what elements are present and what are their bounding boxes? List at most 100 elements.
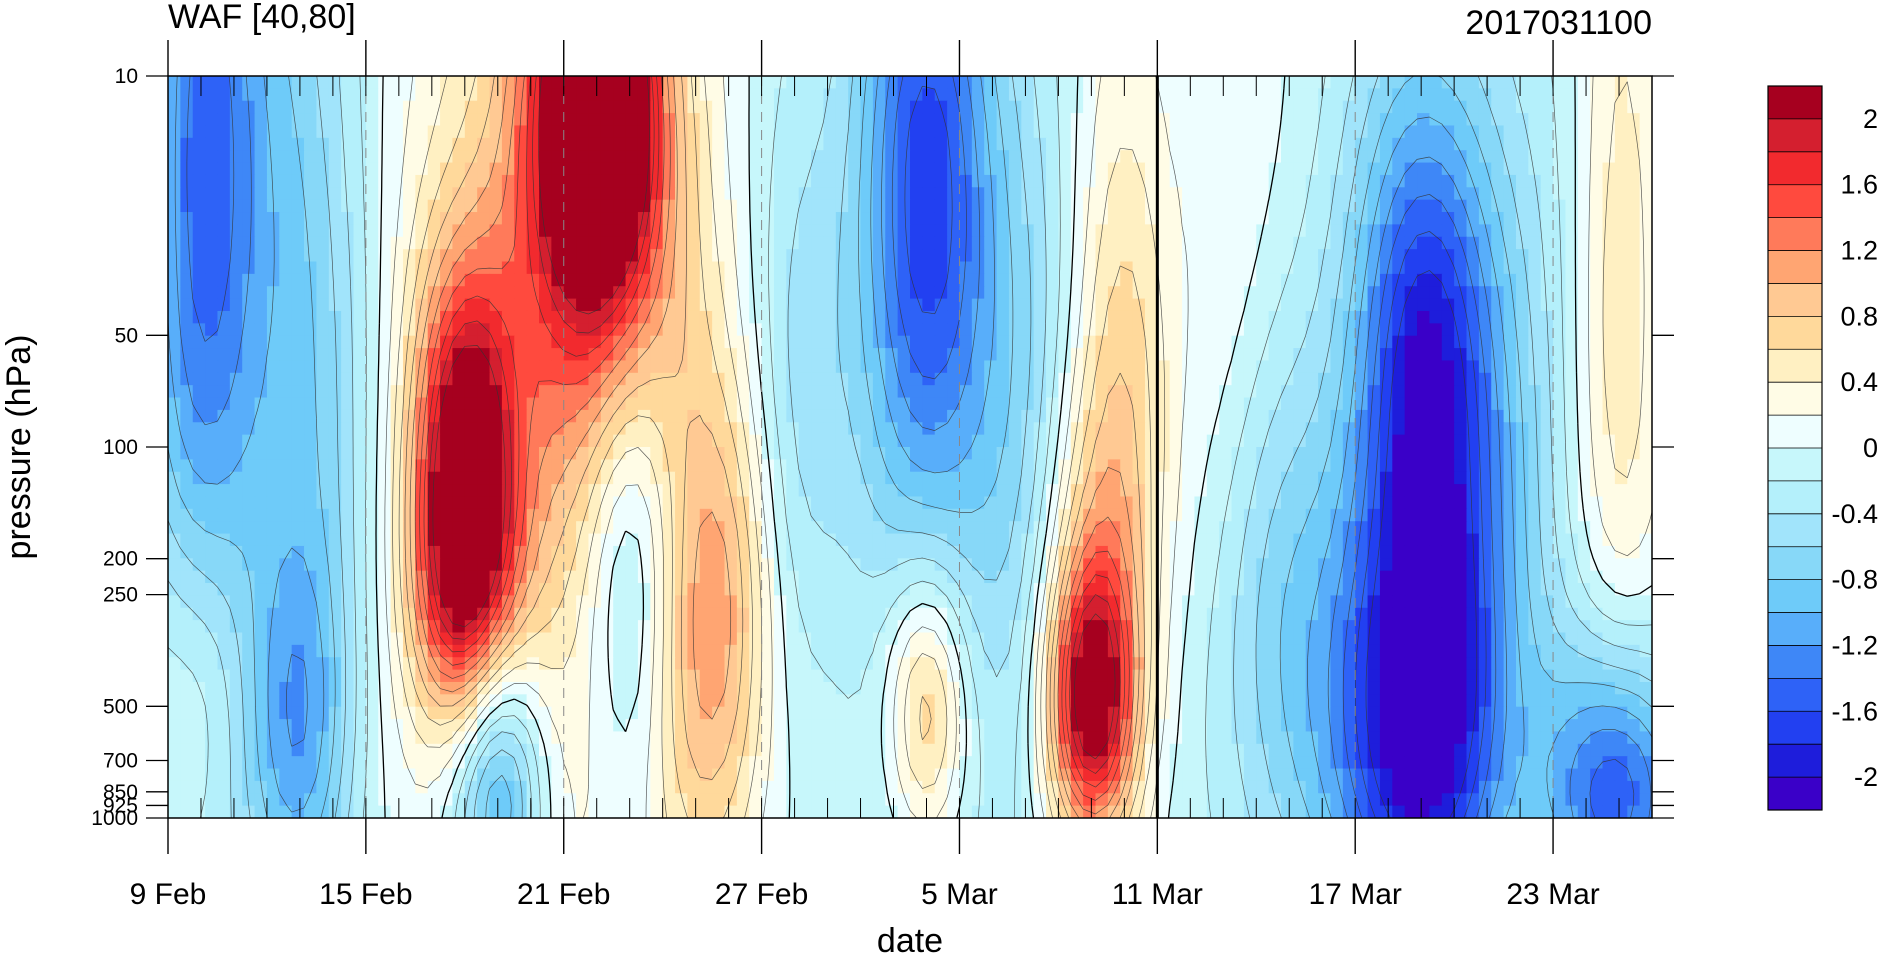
contour-cell — [699, 484, 713, 498]
contour-cell — [1429, 459, 1443, 473]
contour-cell — [192, 496, 206, 510]
contour-cell — [1627, 150, 1641, 164]
contour-cell — [1515, 298, 1529, 312]
contour-cell — [1528, 88, 1542, 102]
contour-cell — [452, 286, 466, 300]
contour-cell — [1491, 212, 1505, 225]
contour-cell — [1565, 261, 1579, 275]
contour-cell — [749, 521, 763, 535]
contour-cell — [736, 236, 750, 250]
contour-cell — [650, 447, 664, 460]
contour-cell — [1466, 199, 1480, 213]
contour-cell — [1008, 323, 1022, 337]
contour-cell — [1342, 187, 1356, 201]
contour-cell — [551, 496, 565, 510]
contour-cell — [1219, 150, 1233, 164]
contour-cell — [304, 521, 317, 535]
contour-cell — [786, 323, 800, 337]
contour-cell — [1182, 385, 1196, 399]
contour-cell — [885, 224, 899, 238]
contour-cell — [860, 409, 874, 423]
contour-cell — [971, 199, 985, 213]
contour-cell — [600, 459, 614, 473]
contour-cell — [402, 583, 416, 596]
contour-cell — [600, 372, 614, 386]
contour-cell — [897, 385, 911, 399]
contour-cell — [1305, 88, 1319, 102]
contour-cell — [1379, 125, 1393, 139]
contour-cell — [1355, 545, 1369, 559]
contour-cell — [1033, 558, 1047, 572]
contour-cell — [328, 199, 342, 213]
contour-cell — [1021, 298, 1035, 312]
contour-cell — [1355, 335, 1369, 349]
contour-cell — [749, 409, 763, 423]
contour-cell — [1441, 162, 1455, 176]
contour-cell — [1144, 409, 1158, 423]
contour-cell — [1281, 372, 1294, 386]
contour-cell — [1417, 76, 1430, 89]
contour-cell — [390, 397, 404, 411]
contour-cell — [1219, 249, 1233, 263]
contour-cell — [205, 236, 219, 250]
contour-cell — [563, 298, 577, 312]
contour-cell — [1491, 298, 1505, 312]
contour-cell — [1392, 459, 1406, 473]
contour-cell — [736, 125, 750, 139]
contour-cell — [996, 409, 1010, 423]
contour-cell — [1355, 484, 1369, 498]
contour-cell — [563, 335, 577, 349]
contour-cell — [1256, 447, 1270, 460]
contour-cell — [1417, 335, 1430, 349]
contour-cell — [1120, 286, 1134, 300]
contour-cell — [1305, 335, 1319, 349]
contour-cell — [316, 447, 330, 460]
contour-cell — [724, 348, 738, 362]
contour-cell — [514, 335, 528, 349]
contour-cell — [687, 521, 701, 535]
contour-cell — [1590, 76, 1604, 89]
contour-cell — [1058, 199, 1072, 213]
contour-cell — [749, 533, 763, 547]
contour-cell — [1553, 100, 1567, 114]
contour-cell — [1305, 385, 1319, 399]
contour-cell — [600, 113, 614, 127]
contour-cell — [217, 484, 231, 498]
contour-cell — [1466, 224, 1480, 238]
contour-cell — [786, 236, 800, 250]
contour-cell — [328, 360, 342, 374]
contour-cell — [1330, 199, 1344, 213]
contour-cell — [1503, 174, 1517, 188]
contour-cell — [1231, 162, 1245, 176]
contour-cell — [823, 199, 837, 213]
contour-cell — [1602, 273, 1616, 287]
contour-cell — [1132, 298, 1146, 312]
contour-cell — [551, 533, 565, 547]
contour-cell — [526, 459, 540, 473]
contour-cell — [501, 583, 515, 596]
contour-cell — [365, 100, 379, 114]
contour-cell — [687, 150, 701, 164]
contour-cell — [1293, 348, 1307, 362]
contour-cell — [242, 397, 256, 411]
contour-cell — [1478, 162, 1492, 176]
contour-cell — [1058, 508, 1072, 522]
contour-cell — [1008, 385, 1022, 399]
contour-cell — [959, 397, 973, 411]
contour-cell — [1268, 187, 1282, 201]
contour-cell — [934, 496, 948, 510]
contour-cell — [242, 76, 256, 89]
contour-cell — [1281, 162, 1294, 176]
contour-cell — [835, 323, 849, 337]
contour-cell — [996, 150, 1010, 164]
contour-cell — [341, 360, 355, 374]
contour-cell — [378, 434, 392, 448]
contour-cell — [304, 162, 317, 176]
contour-cell — [1367, 348, 1381, 362]
contour-cell — [1219, 521, 1233, 535]
contour-cell — [390, 125, 404, 139]
contour-cell — [885, 447, 899, 460]
contour-cell — [1305, 187, 1319, 201]
contour-cell — [1268, 533, 1282, 547]
contour-cell — [1491, 88, 1505, 102]
